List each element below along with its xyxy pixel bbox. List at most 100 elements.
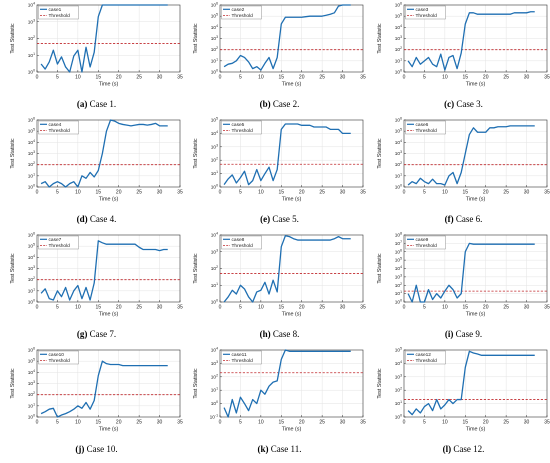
x-tick-label: 15	[463, 420, 469, 426]
x-tick-label: 35	[177, 75, 183, 81]
y-tick-label: 102	[395, 161, 402, 168]
x-tick-label: 15	[96, 305, 102, 311]
chart-svg: 0 5 10 15 20 25 30 3510-1100101102103104case11T…	[193, 347, 366, 433]
x-tick-label: 0	[403, 420, 406, 426]
x-tick-label: 30	[524, 190, 530, 196]
x-tick-label: 35	[544, 75, 550, 81]
figure-caption: (g) Case 7.	[5, 329, 188, 339]
legend-box	[221, 120, 262, 135]
legend-box	[221, 350, 262, 365]
x-tick-label: 5	[239, 420, 242, 426]
legend-label-series: case6	[416, 122, 429, 128]
y-tick-label: 104	[211, 24, 218, 31]
x-axis-label: Time (s)	[466, 82, 486, 88]
y-tick-label: 101	[395, 57, 402, 64]
chart-panel-case8: 0 5 10 15 20 25 30 35 100 101 102 103 104 case8 Thresh…	[188, 230, 371, 345]
y-tick-label: 102	[28, 161, 35, 168]
y-axis-label: Test Statistic	[193, 23, 199, 54]
chart-panel-case3: 0 5 10 15 20 25 30 35 100 101 102 103 104 105 106 case3…	[372, 0, 550, 115]
y-axis-label: Test Statistic	[377, 368, 383, 399]
chart-panel-case11: 0 5 10 15 20 25 30 35 10-1 100 101 102 103 104 case11 T…	[188, 345, 371, 460]
x-tick-label: 15	[279, 305, 285, 311]
y-tick-label: 103	[28, 380, 35, 387]
figure-caption: (l) Case 12.	[372, 444, 550, 454]
x-tick-label: 25	[136, 305, 142, 311]
x-tick-label: 0	[36, 305, 39, 311]
y-tick-label: 101	[211, 57, 218, 64]
series-line	[40, 4, 168, 73]
x-tick-label: 25	[319, 305, 325, 311]
y-tick-label: 10-1	[210, 414, 218, 421]
x-tick-label: 25	[503, 75, 509, 81]
x-tick-label: 25	[319, 420, 325, 426]
x-axis-label: Time (s)	[466, 312, 486, 318]
caption-text: Case 3.	[454, 99, 483, 109]
series-line	[407, 242, 535, 303]
y-tick-label: 102	[28, 391, 35, 398]
y-tick-label: 103	[395, 150, 402, 157]
y-tick-label: 103	[211, 35, 218, 42]
caption-text: Case 10.	[84, 444, 118, 454]
caption-letter: (b)	[259, 99, 271, 109]
legend-label-threshold: Threshold	[416, 13, 438, 19]
x-tick-label: 20	[299, 75, 305, 81]
x-tick-label: 5	[56, 305, 59, 311]
figure-caption: (a) Case 1.	[5, 99, 188, 109]
caption-text: Case 8.	[270, 329, 300, 339]
legend-label-series: case11	[232, 352, 247, 358]
x-tick-label: 35	[360, 190, 366, 196]
y-tick-label: 104	[28, 2, 35, 9]
y-tick-label: 104	[395, 24, 402, 31]
y-tick-label: 105	[395, 347, 402, 354]
plot-frame	[36, 349, 181, 418]
x-tick-label: 35	[360, 75, 366, 81]
x-tick-label: 30	[157, 305, 163, 311]
x-axis-label: Time (s)	[99, 82, 119, 88]
x-tick-label: 25	[136, 190, 142, 196]
y-axis-label: Test Statistic	[377, 23, 383, 54]
x-tick-label: 20	[483, 305, 489, 311]
x-tick-label: 0	[36, 190, 39, 196]
series-line	[407, 350, 535, 416]
plot-frame	[219, 349, 364, 418]
x-tick-label: 30	[524, 420, 530, 426]
y-tick-label: 104	[395, 360, 402, 367]
caption-letter: (h)	[259, 329, 271, 339]
caption-letter: (i)	[444, 329, 454, 339]
chart-panel-case2: 0 5 10 15 20 25 30 35 100 101 102 103 104 105 106 case2…	[188, 0, 371, 115]
y-tick-label: 105	[211, 13, 218, 20]
y-tick-label: 106	[28, 117, 35, 124]
y-tick-label: 106	[395, 248, 402, 255]
chart-svg: 0 5 10 15 20 25 30 35100101102103104105106case1…	[10, 347, 183, 433]
x-tick-label: 10	[442, 190, 448, 196]
legend-box	[38, 5, 79, 20]
x-tick-label: 10	[258, 305, 264, 311]
y-tick-label: 103	[395, 273, 402, 280]
legend-label-threshold: Threshold	[416, 128, 438, 134]
chart-panel-case10: 0 5 10 15 20 25 30 35 100 101 102 103 104 105 106 case1…	[5, 345, 188, 460]
plot-frame	[403, 234, 548, 303]
legend-label-threshold: Threshold	[49, 128, 71, 134]
y-tick-label: 105	[28, 243, 35, 250]
y-tick-label: 105	[28, 128, 35, 135]
legend-box	[38, 350, 79, 365]
caption-letter: (c)	[444, 99, 455, 109]
x-tick-label: 10	[258, 75, 264, 81]
y-tick-label: 102	[28, 35, 35, 42]
x-tick-label: 20	[299, 305, 305, 311]
y-tick-label: 103	[28, 18, 35, 25]
x-tick-label: 15	[463, 75, 469, 81]
chart-svg: 0 5 10 15 20 25 30 35100101102103104105106case7…	[10, 232, 183, 318]
caption-text: Case 6.	[453, 214, 483, 224]
y-tick-label: 100	[211, 184, 218, 191]
plot-frame	[403, 119, 548, 188]
legend-label-series: case3	[416, 7, 429, 13]
x-tick-label: 10	[442, 420, 448, 426]
figure-caption: (i) Case 9.	[372, 329, 550, 339]
plot-frame	[403, 349, 548, 418]
y-tick-label: 102	[28, 276, 35, 283]
